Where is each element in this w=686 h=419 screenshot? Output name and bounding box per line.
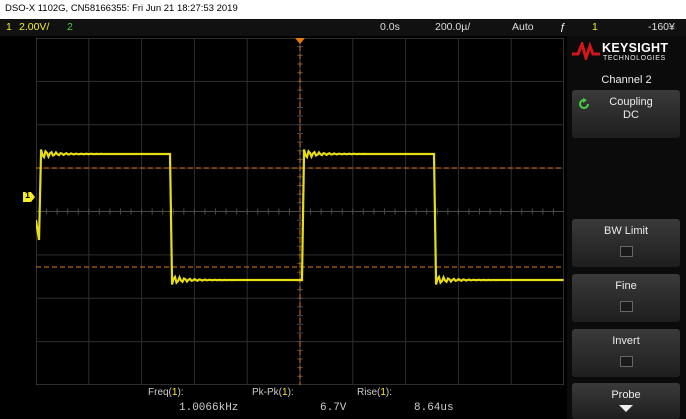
coupling-softkey[interactable]: Coupling DC [572,90,680,138]
bw-limit-checkbox[interactable] [620,246,633,257]
ch1-ground-label: 1 [25,190,31,200]
ch1-scale[interactable]: 2.00V/ [19,21,50,33]
softkey-panel: KEYSIGHT TECHNOLOGIES Channel 2 Coupling… [567,36,686,419]
probe-softkey[interactable]: Probe [572,383,680,419]
trigger-status: 1 -160¥ [567,19,686,36]
invert-softkey[interactable]: Invert [572,329,680,377]
trigger-mode[interactable]: Auto [512,21,534,33]
keysight-wave-icon [572,42,600,60]
pkpk-value: 6.7V [320,402,347,414]
oscilloscope-screen: 1 2.00V/ 2 0.0s 200.0µ/ Auto ƒ 1 -160¥ [0,19,686,419]
ch1-ground-marker[interactable]: 1 [22,190,36,204]
rotate-knob-icon [579,98,589,109]
invert-checkbox[interactable] [620,356,633,367]
fine-softkey[interactable]: Fine [572,274,680,322]
measurement-bar: Freq(1): 1.0066kHz Pk-Pk(1): 6.7V Rise(1… [0,385,567,419]
ch1-indicator[interactable]: 1 [6,21,12,33]
trigger-position-marker[interactable] [295,38,305,44]
bw-limit-label: BW Limit [604,225,648,237]
submenu-arrow-icon [619,405,633,412]
trigger-source[interactable]: 1 [592,21,598,33]
timebase-scale[interactable]: 200.0µ/ [435,21,471,33]
invert-label: Invert [612,335,640,347]
status-bar: 1 2.00V/ 2 0.0s 200.0µ/ Auto ƒ [0,19,567,36]
fine-checkbox[interactable] [620,301,633,312]
rise-value: 8.64us [414,402,454,414]
pkpk-label[interactable]: Pk-Pk(1): [252,387,294,398]
menu-title: Channel 2 [601,74,652,86]
waveform-grid[interactable] [36,38,564,385]
freq-label[interactable]: Freq(1): [148,387,184,398]
trigger-slope-icon: ƒ [560,21,566,33]
coupling-value: DC [623,109,639,121]
channel1-waveform [36,149,564,285]
freq-value: 1.0066kHz [179,402,239,414]
coupling-label: Coupling [609,96,653,108]
ch2-indicator[interactable]: 2 [67,21,73,33]
keysight-logo: KEYSIGHT TECHNOLOGIES [572,39,682,65]
horizontal-delay[interactable]: 0.0s [380,21,400,33]
screenshot-caption: DSO-X 1102G, CN58166355: Fri Jun 21 18:2… [5,3,238,14]
trigger-level[interactable]: -160¥ [648,21,675,33]
bw-limit-softkey[interactable]: BW Limit [572,219,680,267]
probe-label: Probe [611,389,641,401]
fine-label: Fine [615,280,637,292]
rise-label[interactable]: Rise(1): [357,387,393,398]
